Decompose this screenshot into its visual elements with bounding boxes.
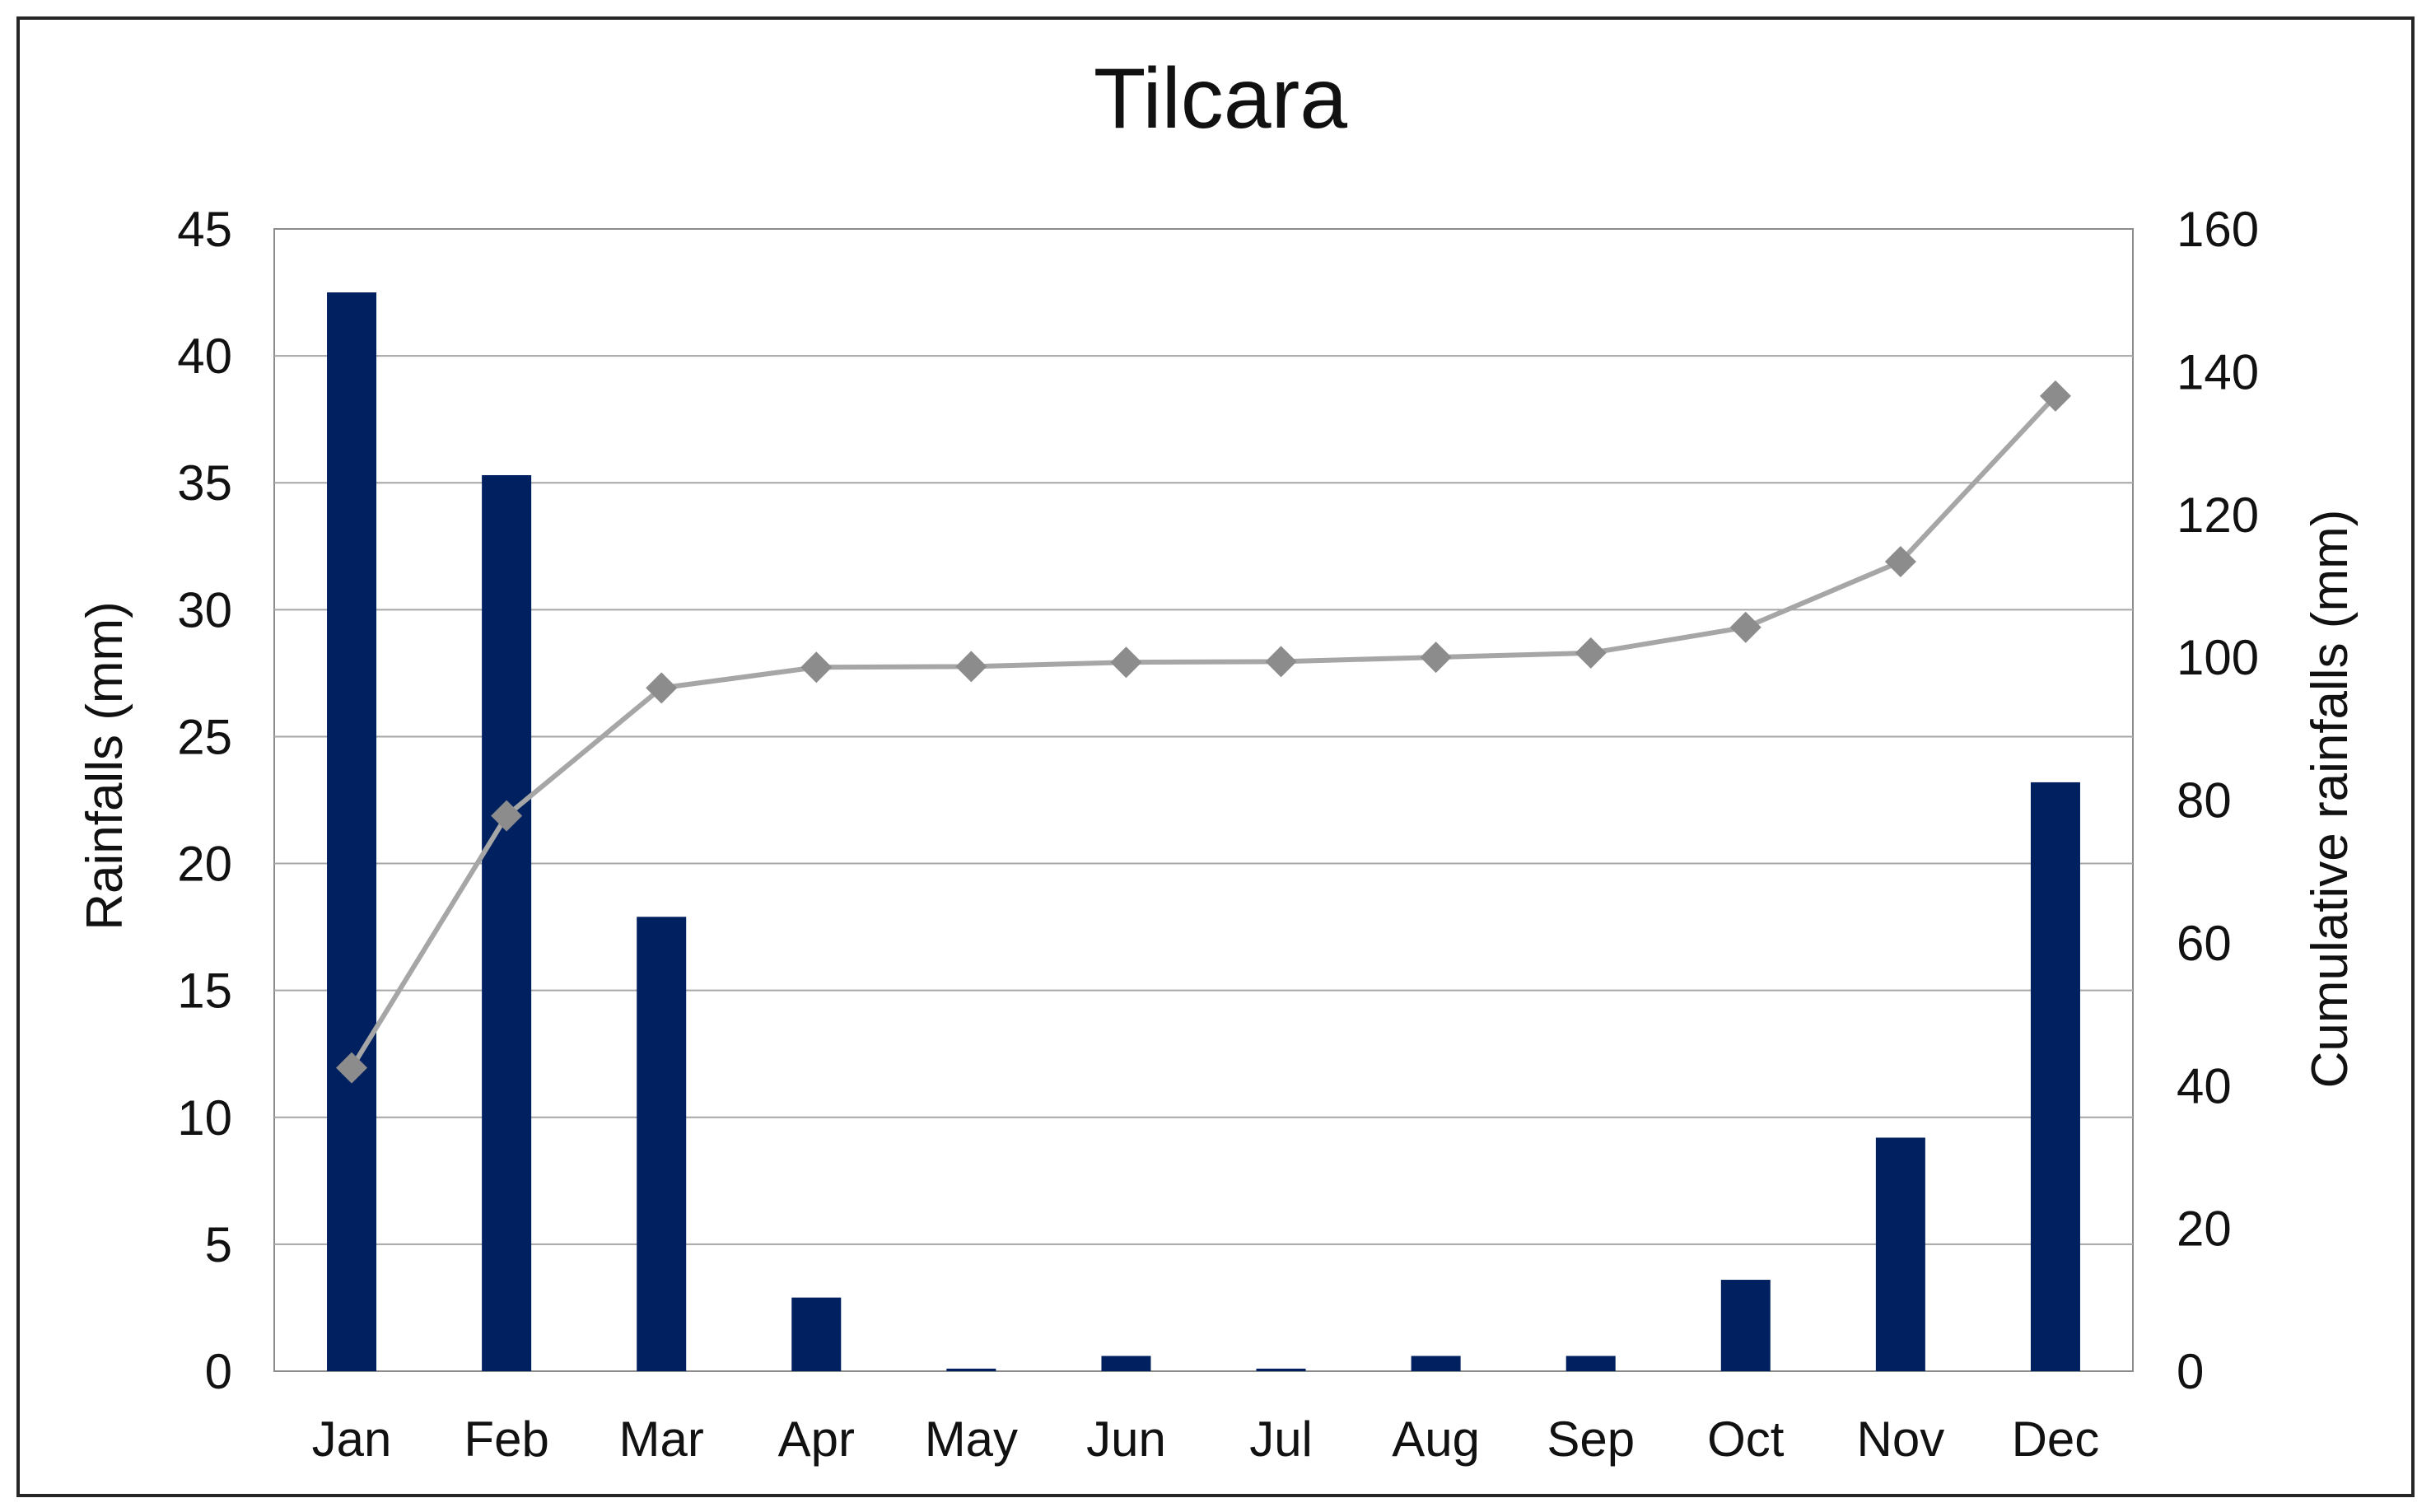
right-tick-label: 80 (2177, 773, 2232, 828)
line-marker (955, 651, 987, 683)
bar (482, 474, 532, 1371)
right-axis-title: Cumulative rainfalls (mm) (2302, 510, 2359, 1089)
right-axis-ticks: 0 20 40 60 80 100 120 140 160 (2177, 202, 2259, 1399)
line-marker (336, 1052, 368, 1084)
line-path (349, 394, 2058, 1070)
left-tick-label: 25 (177, 709, 232, 764)
bar (637, 917, 687, 1371)
bar (791, 1297, 842, 1371)
right-tick-label: 20 (2177, 1202, 2232, 1257)
bar (1101, 1356, 1151, 1371)
right-tick-label: 140 (2177, 344, 2259, 399)
line-marker (1110, 646, 1142, 679)
x-tick-label: Oct (1707, 1412, 1785, 1467)
left-tick-label: 35 (177, 455, 232, 511)
x-tick-label: Aug (1392, 1412, 1480, 1467)
x-axis-ticks: Jan Feb Mar Apr May Jun Jul Aug Sep Oct Nov Dec (312, 1412, 2100, 1467)
left-tick-label: 45 (177, 202, 232, 257)
line-marker (800, 651, 833, 684)
line-marker (1420, 642, 1452, 674)
line-marker (1729, 611, 1761, 643)
left-axis-ticks: 0 5 10 15 20 25 30 35 40 45 (177, 202, 232, 1399)
right-tick-label: 160 (2177, 202, 2259, 257)
cumulative-line-series (336, 380, 2071, 1084)
x-tick-label: Apr (778, 1412, 855, 1467)
line-marker (491, 800, 523, 832)
right-tick-label: 100 (2177, 630, 2259, 685)
line-marker (1884, 545, 1916, 577)
left-tick-label: 0 (205, 1344, 232, 1399)
left-tick-label: 40 (177, 329, 232, 384)
bar (1720, 1280, 1771, 1371)
left-tick-label: 30 (177, 582, 232, 637)
x-tick-label: Jan (312, 1412, 392, 1467)
right-tick-label: 40 (2177, 1058, 2232, 1113)
bar (946, 1368, 996, 1371)
line-marker (1575, 637, 1607, 669)
left-tick-label: 5 (205, 1217, 232, 1272)
left-axis-title: Rainfalls (mm) (77, 601, 133, 931)
left-tick-label: 20 (177, 837, 232, 892)
left-tick-label: 10 (177, 1090, 232, 1146)
bar (1565, 1356, 1616, 1371)
x-tick-label: Jul (1249, 1412, 1313, 1467)
bar (1256, 1368, 1306, 1371)
plot-area (273, 228, 2134, 1372)
x-tick-label: May (925, 1412, 1018, 1467)
bar (1875, 1137, 1925, 1371)
chart-title: Tilcara (1094, 51, 1347, 147)
bar (1411, 1356, 1461, 1371)
x-tick-label: Mar (619, 1412, 704, 1467)
x-tick-label: Dec (2012, 1412, 2100, 1467)
right-tick-label: 60 (2177, 916, 2232, 971)
x-tick-label: Nov (1857, 1412, 1945, 1467)
x-tick-label: Jun (1086, 1412, 1166, 1467)
right-tick-label: 120 (2177, 488, 2259, 543)
line-marker (2039, 380, 2071, 412)
x-tick-label: Feb (464, 1412, 548, 1467)
right-tick-label: 0 (2177, 1344, 2204, 1399)
bar (2030, 782, 2080, 1371)
left-tick-label: 15 (177, 964, 232, 1019)
x-tick-label: Sep (1547, 1412, 1635, 1467)
line-marker (1265, 646, 1297, 678)
bar-series (327, 292, 2080, 1371)
gridlines (274, 355, 2133, 1245)
chart-border (16, 16, 2415, 1497)
bar (327, 292, 377, 1371)
line-marker (646, 672, 678, 704)
